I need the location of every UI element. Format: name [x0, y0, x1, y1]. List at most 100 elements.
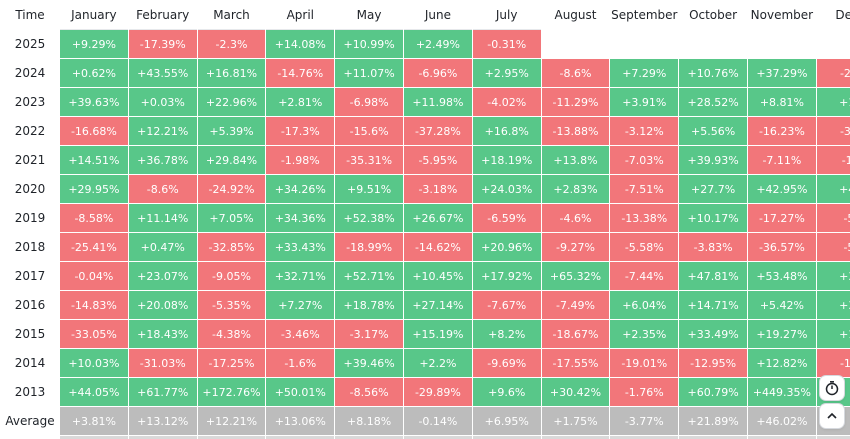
return-cell: +172.76%: [197, 378, 266, 406]
row-label: 2023: [14, 95, 46, 109]
row-label: 2020: [14, 182, 46, 196]
return-cell: -14.83%: [60, 291, 128, 319]
return-cell: +39.63%: [60, 88, 128, 116]
average-cell: [541, 436, 610, 439]
return-cell: -36.57%: [748, 233, 816, 261]
return-cell: -8.56%: [335, 378, 403, 406]
return-cell: +27.14%: [404, 291, 472, 319]
return-cell: -1.98%: [266, 146, 335, 174]
return-cell: +2.83%: [541, 175, 610, 203]
month-header: February: [128, 0, 197, 30]
return-cell: +7.29%: [610, 59, 679, 87]
return-cell: +12.21%: [128, 117, 197, 145]
average-cell: -0.14%: [404, 407, 472, 435]
return-cell: +26.67%: [404, 204, 472, 232]
average-cell: -3.77%: [610, 407, 679, 435]
return-cell: -1.6%: [266, 349, 335, 377]
average-cell: [335, 436, 403, 439]
return-cell: +16.8%: [472, 117, 541, 145]
return-cell: +11.14%: [128, 204, 197, 232]
return-cell: +10.45%: [404, 262, 472, 290]
return-cell: -3.5: [816, 117, 850, 145]
return-cell: +61.77%: [128, 378, 197, 406]
month-header: May: [335, 0, 403, 30]
return-cell: -16.23%: [748, 117, 816, 145]
return-cell: -17.55%: [541, 349, 610, 377]
average-cell: [266, 436, 335, 439]
return-cell: +44.05%: [60, 378, 128, 406]
return-cell: +29.84%: [197, 146, 266, 174]
return-cell: +15.19%: [404, 320, 472, 348]
average-cell: [610, 436, 679, 439]
return-cell: -5.58%: [610, 233, 679, 261]
return-cell: +28.52%: [679, 88, 747, 116]
return-cell: +19.27%: [748, 320, 816, 348]
return-cell: +20.08%: [128, 291, 197, 319]
return-cell: +11.98%: [404, 88, 472, 116]
return-cell: +24.03%: [472, 175, 541, 203]
return-cell: +18.19%: [472, 146, 541, 174]
average-cell: [60, 436, 128, 439]
return-cell: +13: [816, 320, 850, 348]
return-cell: -9.69%: [472, 349, 541, 377]
return-cell: +6.04%: [610, 291, 679, 319]
return-cell: +10.17%: [679, 204, 747, 232]
return-cell: +5.42%: [748, 291, 816, 319]
average-cell: [197, 436, 266, 439]
return-cell: +52.38%: [335, 204, 403, 232]
return-cell: +20.96%: [472, 233, 541, 261]
return-cell: +37.29%: [748, 59, 816, 87]
return-cell: +27.7%: [679, 175, 747, 203]
row-label: 2015: [14, 327, 46, 341]
return-cell: +2.49%: [404, 30, 472, 58]
return-cell: -15.6%: [335, 117, 403, 145]
row-label: 2024: [14, 66, 46, 80]
return-cell: -1.76%: [610, 378, 679, 406]
return-cell: +46: [816, 175, 850, 203]
month-header: June: [404, 0, 472, 30]
return-cell: -18: [816, 146, 850, 174]
row-label: 2019: [14, 211, 46, 225]
return-cell: -2.3%: [197, 30, 266, 58]
month-header: July: [472, 0, 541, 30]
return-cell: +65.32%: [541, 262, 610, 290]
row-label: 2022: [14, 124, 46, 138]
return-cell: +52.71%: [335, 262, 403, 290]
return-cell: -18.99%: [335, 233, 403, 261]
return-cell: -9.27%: [541, 233, 610, 261]
month-header: March: [197, 0, 266, 30]
average-cell: +8.18%: [335, 407, 403, 435]
return-cell: +8.81%: [748, 88, 816, 116]
scroll-top-button[interactable]: [820, 404, 844, 428]
return-cell: +11.07%: [335, 59, 403, 87]
return-cell: -7.03%: [610, 146, 679, 174]
month-header: October: [689, 8, 738, 22]
average-cell: [128, 436, 197, 439]
return-cell: -7.49%: [541, 291, 610, 319]
return-cell: -24.92%: [197, 175, 266, 203]
return-cell: -12.95%: [679, 349, 747, 377]
return-cell: -3.17%: [335, 320, 403, 348]
return-cell: -8.6%: [128, 175, 197, 203]
return-cell: -7.51%: [610, 175, 679, 203]
return-cell: -4.38%: [197, 320, 266, 348]
average-cell: +12.21%: [197, 407, 266, 435]
return-cell: +9.6%: [472, 378, 541, 406]
return-cell: +2.35%: [610, 320, 679, 348]
return-cell: +2.95%: [472, 59, 541, 87]
row-label: Average: [5, 414, 55, 428]
average-cell: +6.95%: [472, 407, 541, 435]
month-header: August: [554, 8, 597, 22]
return-cell: -18.67%: [541, 320, 610, 348]
month-header: Dece: [835, 8, 850, 22]
return-cell: -14.76%: [266, 59, 335, 87]
return-cell: -25.41%: [60, 233, 128, 261]
month-header: November: [750, 8, 814, 22]
history-settings-button[interactable]: [820, 376, 844, 400]
return-cell: +39.93%: [679, 146, 747, 174]
return-cell: +60.79%: [679, 378, 747, 406]
return-cell: +34.36%: [266, 204, 335, 232]
return-cell: +449.35%: [748, 378, 816, 406]
average-cell: +46.02%: [748, 407, 816, 435]
average-cell: +21.89%: [679, 407, 747, 435]
